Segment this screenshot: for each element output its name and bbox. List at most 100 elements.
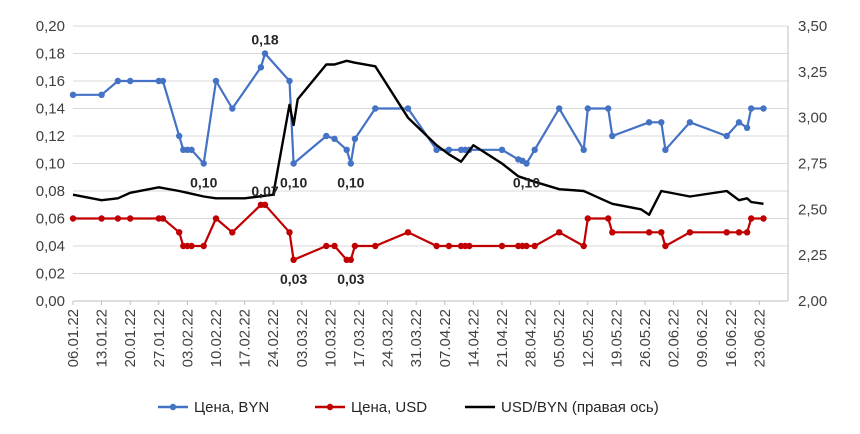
y2-tick-label: 2,25 <box>798 247 827 264</box>
data-point <box>556 105 563 112</box>
data-point <box>176 132 183 140</box>
legend: Цена, BYN Цена, USD USD/BYN (правая ось) <box>158 399 659 416</box>
data-point <box>735 119 743 126</box>
legend-marker <box>326 403 334 411</box>
x-tick-label: 06.01.22 <box>65 309 82 367</box>
data-point <box>404 229 412 236</box>
series-line <box>72 59 764 217</box>
x-tick-label: 26.05.22 <box>637 309 654 367</box>
x-tick-label: 07.04.22 <box>437 309 454 367</box>
x-tick-label: 16.06.22 <box>723 309 740 367</box>
data-label: 0,03 <box>337 271 364 287</box>
data-point <box>176 229 183 236</box>
y2-tick-label: 2,50 <box>798 201 827 218</box>
data-point <box>609 132 616 140</box>
data-point <box>658 229 665 236</box>
y2-tick-label: 2,75 <box>798 156 827 173</box>
x-tick-label: 05.05.22 <box>551 309 568 367</box>
data-point <box>229 229 236 236</box>
x-tick-label: 10.03.22 <box>322 309 339 367</box>
series-1 <box>69 50 767 167</box>
data-point <box>404 105 412 112</box>
y-tick-label: 0,14 <box>36 101 65 118</box>
data-point <box>445 242 453 250</box>
data-point <box>645 229 653 236</box>
data-point <box>343 146 350 153</box>
data-point <box>331 242 338 250</box>
data-point <box>188 242 195 250</box>
data-point <box>347 160 354 167</box>
data-point <box>584 215 591 222</box>
x-tick-label: 24.02.22 <box>265 309 282 367</box>
data-label: 0,10 <box>280 175 307 191</box>
left-y-axis-ticks: 0,00 0,02 0,04 0,06 0,08 0,10 0,12 0,14 0,16 0,18… <box>36 18 65 310</box>
data-point <box>98 215 105 222</box>
data-point <box>212 215 220 222</box>
y-tick-label: 0,00 <box>36 293 65 310</box>
data-point <box>531 242 538 250</box>
x-axis-ticks: 06.01.22 13.01.22 20.01.22 27.01.22 03.02.22… <box>65 301 768 367</box>
data-point <box>686 119 694 126</box>
legend-label: Цена, USD <box>351 399 427 416</box>
data-point <box>290 256 297 263</box>
data-point <box>200 160 207 167</box>
data-point <box>286 229 293 236</box>
series-3 <box>72 59 764 217</box>
x-tick-label: 17.03.22 <box>351 309 368 367</box>
x-tick-label: 23.06.22 <box>751 309 768 367</box>
data-point <box>351 135 359 142</box>
data-point <box>760 105 767 112</box>
legend-item-1: Цена, BYN <box>158 399 269 416</box>
data-point <box>257 64 265 71</box>
data-labels: 0,180,10 0,10 0,10 0,100,070,03 0,03 <box>190 32 540 287</box>
data-point <box>445 146 453 153</box>
data-point <box>433 242 440 250</box>
x-tick-label: 09.06.22 <box>694 309 711 367</box>
data-point <box>466 242 473 250</box>
data-label: 0,07 <box>251 183 278 199</box>
data-point <box>584 105 591 112</box>
data-point <box>662 146 669 153</box>
right-y-axis-ticks: 2,00 2,25 2,50 2,75 3,00 3,25 3,50 <box>798 18 827 310</box>
data-point <box>127 215 134 222</box>
data-point <box>98 91 105 99</box>
data-point <box>580 146 587 153</box>
gridlines <box>73 25 788 302</box>
data-point <box>760 215 767 222</box>
data-point <box>261 50 269 57</box>
data-point <box>229 105 236 112</box>
data-point <box>261 201 269 208</box>
legend-marker <box>169 403 177 411</box>
x-tick-label: 13.01.22 <box>94 309 111 367</box>
data-label: 0,03 <box>280 271 307 287</box>
y-tick-label: 0,20 <box>36 18 65 35</box>
data-point <box>127 77 134 85</box>
data-point <box>743 124 751 131</box>
legend-label: Цена, BYN <box>194 399 269 416</box>
data-point <box>372 242 379 250</box>
series-layer <box>69 50 767 263</box>
data-point <box>188 146 195 153</box>
x-tick-label: 19.05.22 <box>608 309 625 367</box>
data-point <box>605 105 612 112</box>
axes <box>73 26 789 302</box>
x-tick-label: 27.01.22 <box>151 309 168 367</box>
series-2 <box>69 201 767 263</box>
x-tick-label: 24.03.22 <box>380 309 397 367</box>
legend-item-3: USD/BYN (правая ось) <box>465 399 659 416</box>
data-point <box>658 119 665 126</box>
x-tick-label: 17.02.22 <box>237 309 254 367</box>
y-tick-label: 0,06 <box>36 211 65 228</box>
data-point <box>323 132 330 140</box>
x-tick-label: 21.04.22 <box>494 309 511 367</box>
data-point <box>556 229 563 236</box>
y2-tick-label: 2,00 <box>798 293 827 310</box>
legend-label: USD/BYN (правая ось) <box>501 399 659 416</box>
data-point <box>523 160 530 167</box>
data-point <box>531 146 538 153</box>
y2-tick-label: 3,25 <box>798 64 827 81</box>
y-tick-label: 0,16 <box>36 73 65 90</box>
data-point <box>748 105 755 112</box>
data-point <box>748 215 755 222</box>
